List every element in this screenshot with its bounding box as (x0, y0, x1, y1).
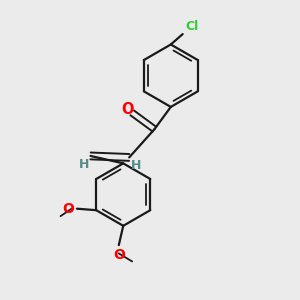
Text: O: O (113, 248, 125, 262)
Text: H: H (79, 158, 89, 171)
Text: Cl: Cl (185, 20, 198, 33)
Text: O: O (63, 202, 74, 216)
Text: O: O (122, 102, 134, 117)
Text: H: H (130, 159, 141, 172)
